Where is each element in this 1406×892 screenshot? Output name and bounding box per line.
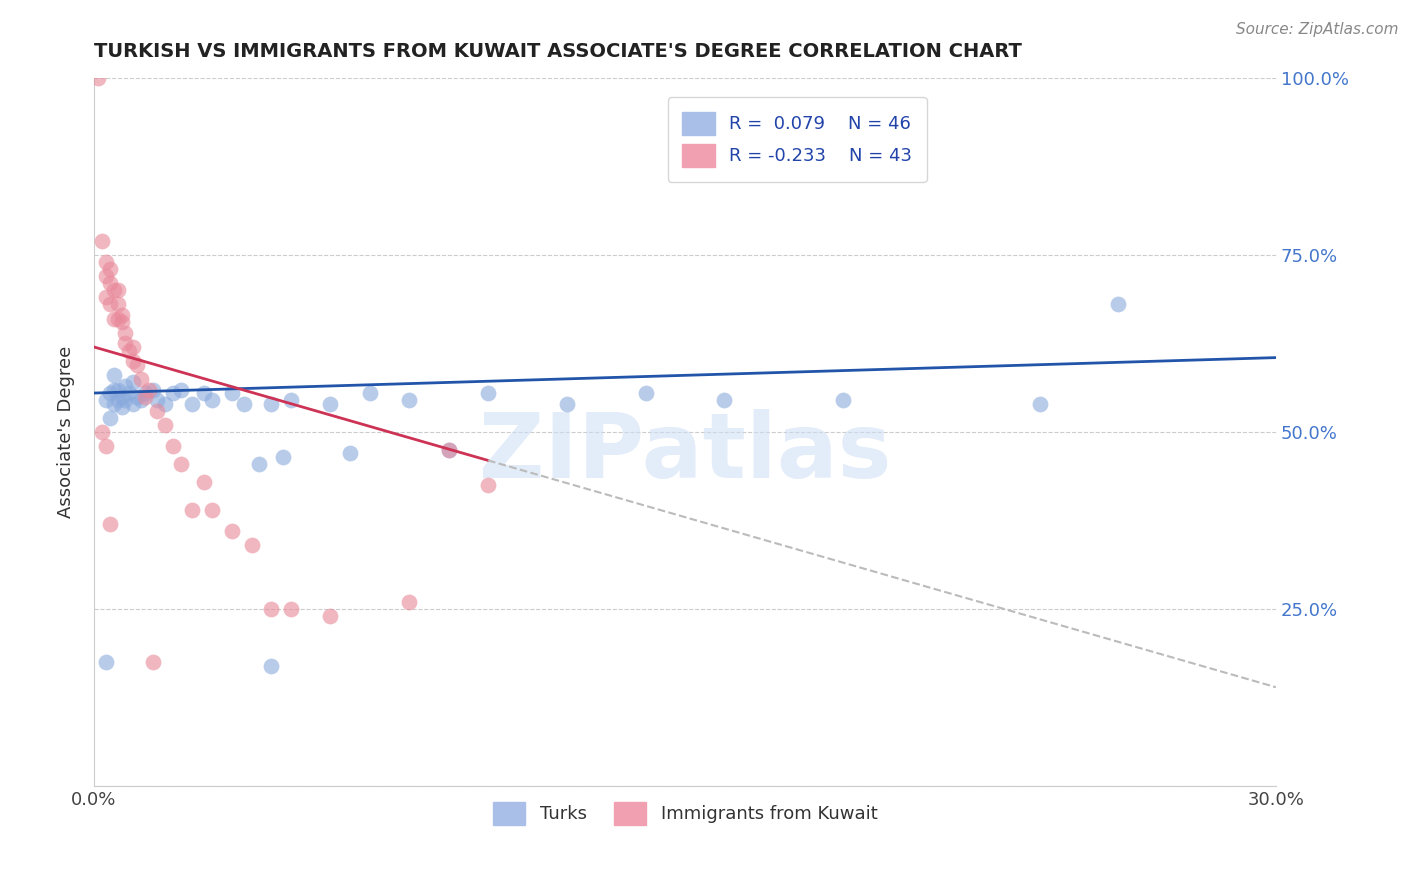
Point xyxy=(129,393,152,408)
Point xyxy=(98,410,121,425)
Point xyxy=(103,283,125,297)
Point xyxy=(260,659,283,673)
Point xyxy=(94,255,117,269)
Point xyxy=(271,450,294,464)
Point xyxy=(142,383,165,397)
Point xyxy=(181,503,204,517)
Point xyxy=(114,326,136,340)
Point xyxy=(221,524,243,539)
Point xyxy=(107,311,129,326)
Point xyxy=(201,393,224,408)
Point xyxy=(260,397,283,411)
Point xyxy=(122,397,145,411)
Point xyxy=(319,609,342,624)
Point xyxy=(110,308,132,322)
Point xyxy=(127,390,149,404)
Point xyxy=(107,393,129,408)
Point xyxy=(437,442,460,457)
Point xyxy=(142,656,165,670)
Point xyxy=(181,397,204,411)
Point xyxy=(87,70,110,85)
Point xyxy=(107,383,129,397)
Point xyxy=(319,397,342,411)
Point xyxy=(98,386,121,401)
Y-axis label: Associate's Degree: Associate's Degree xyxy=(58,346,75,518)
Point xyxy=(831,393,853,408)
Point xyxy=(169,457,191,471)
Point xyxy=(122,376,145,390)
Point xyxy=(162,439,184,453)
Point xyxy=(103,383,125,397)
Point xyxy=(477,386,499,401)
Point xyxy=(114,393,136,408)
Point xyxy=(634,386,657,401)
Point xyxy=(201,503,224,517)
Point xyxy=(107,297,129,311)
Point xyxy=(94,290,117,304)
Point xyxy=(103,397,125,411)
Point xyxy=(118,343,141,358)
Point xyxy=(134,390,156,404)
Point xyxy=(169,383,191,397)
Point xyxy=(127,358,149,372)
Point xyxy=(713,393,735,408)
Point xyxy=(129,372,152,386)
Point xyxy=(260,602,283,616)
Point xyxy=(1028,397,1050,411)
Point xyxy=(146,393,169,408)
Point xyxy=(103,311,125,326)
Point xyxy=(98,517,121,532)
Point xyxy=(249,457,271,471)
Point xyxy=(153,397,176,411)
Point xyxy=(110,401,132,415)
Point xyxy=(555,397,578,411)
Point xyxy=(114,379,136,393)
Point xyxy=(98,276,121,290)
Point xyxy=(280,393,302,408)
Point xyxy=(477,478,499,492)
Point xyxy=(398,393,420,408)
Point xyxy=(280,602,302,616)
Point xyxy=(153,417,176,432)
Point xyxy=(103,368,125,383)
Point xyxy=(146,404,169,418)
Point xyxy=(232,397,254,411)
Point xyxy=(110,315,132,329)
Point xyxy=(114,336,136,351)
Point xyxy=(138,383,160,397)
Point xyxy=(98,262,121,277)
Point xyxy=(94,269,117,284)
Point xyxy=(122,354,145,368)
Text: Source: ZipAtlas.com: Source: ZipAtlas.com xyxy=(1236,22,1399,37)
Text: ZIPatlas: ZIPatlas xyxy=(479,409,891,498)
Point xyxy=(110,390,132,404)
Point xyxy=(118,386,141,401)
Point xyxy=(107,283,129,297)
Point xyxy=(193,386,215,401)
Point xyxy=(90,425,112,439)
Point xyxy=(162,386,184,401)
Point xyxy=(398,595,420,609)
Point xyxy=(359,386,381,401)
Point xyxy=(90,234,112,248)
Point xyxy=(98,297,121,311)
Point xyxy=(94,393,117,408)
Point xyxy=(437,442,460,457)
Point xyxy=(94,656,117,670)
Point xyxy=(221,386,243,401)
Point xyxy=(122,340,145,354)
Point xyxy=(193,475,215,489)
Text: TURKISH VS IMMIGRANTS FROM KUWAIT ASSOCIATE'S DEGREE CORRELATION CHART: TURKISH VS IMMIGRANTS FROM KUWAIT ASSOCI… xyxy=(94,42,1022,61)
Point xyxy=(1107,297,1129,311)
Point xyxy=(240,539,263,553)
Point xyxy=(134,386,156,401)
Point xyxy=(339,446,361,460)
Legend: Turks, Immigrants from Kuwait: Turks, Immigrants from Kuwait xyxy=(484,793,886,834)
Point xyxy=(94,439,117,453)
